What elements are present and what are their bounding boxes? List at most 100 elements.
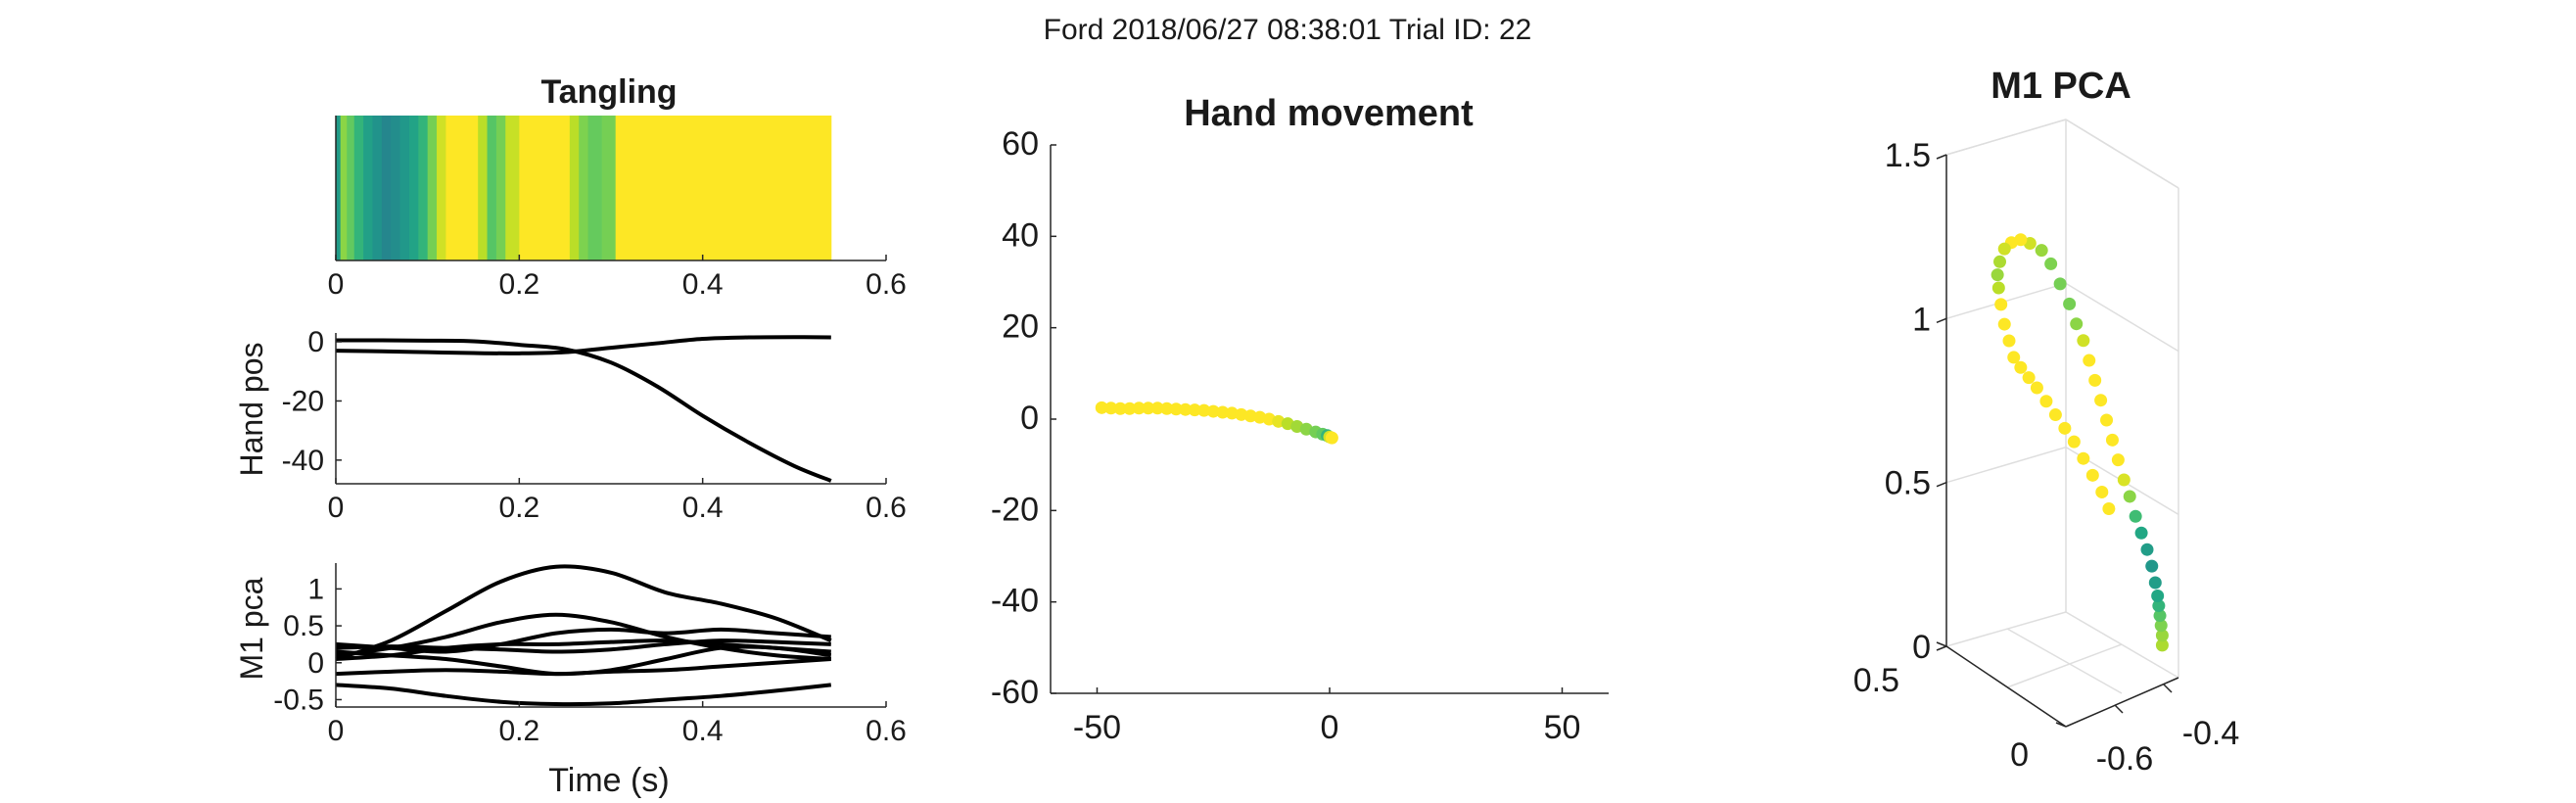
m1-pca-3d-point xyxy=(2105,433,2119,447)
tangling-band xyxy=(487,116,497,260)
hand-movement-point xyxy=(1179,402,1193,416)
m1-pca-3d-point xyxy=(2085,468,2099,482)
y-tick-label: -20 xyxy=(991,491,1039,528)
hand-movement-point xyxy=(1160,402,1174,415)
hand-movement-point xyxy=(1104,402,1118,415)
series-line xyxy=(335,338,832,483)
box-floor-line xyxy=(2006,643,2123,688)
box-floor-line xyxy=(2065,611,2179,679)
hand-movement-panel: Hand movement -50 0 50 60 40 20 0 -20 -40 -60 xyxy=(991,93,1609,746)
m1-pca-3d-point xyxy=(2134,526,2148,540)
hand-pos-panel: Hand pos 0 0.2 0.4 0.6 0 -20 -40 xyxy=(234,326,907,524)
hand-movement-point xyxy=(1123,402,1137,415)
y-tick-label: 0 xyxy=(1020,400,1039,437)
hand-movement-point xyxy=(1197,403,1211,417)
hand-movement-point xyxy=(1169,402,1183,416)
box-grid-line xyxy=(1945,446,2067,484)
hand-movement-points xyxy=(1095,401,1338,445)
m1-pca-3d-point xyxy=(2095,485,2109,498)
x-tick-label: 0.4 xyxy=(682,492,724,524)
m1-pca-3d-point xyxy=(2058,421,2072,435)
series-line xyxy=(335,564,832,661)
box-grid-line xyxy=(1945,118,2067,156)
z-tick-label: 0 xyxy=(1912,629,1931,666)
x-tick-label: 0.4 xyxy=(682,715,724,747)
m1-pca-3d-point xyxy=(2048,408,2062,422)
m1-pca-3d-point xyxy=(2145,559,2159,573)
m1-pca-3d-point xyxy=(2155,629,2169,642)
hand-movement-point xyxy=(1142,402,1155,415)
y-tick-label: -60 xyxy=(991,674,1039,711)
m1-pca-3d-point xyxy=(1991,281,2005,295)
x-tick-label: 50 xyxy=(1544,709,1581,746)
tangling-band xyxy=(363,116,373,260)
m1-pca-3d-point xyxy=(2151,589,2165,602)
m1-pca-ylabel: M1 pca xyxy=(234,577,269,680)
hand-movement-title: Hand movement xyxy=(1184,93,1474,134)
x-tick-label: -50 xyxy=(1073,709,1121,746)
tangling-band xyxy=(601,116,617,260)
hand-pos-ylabel: Hand pos xyxy=(234,343,269,477)
hand-movement-point xyxy=(1216,405,1230,419)
x-tick-label: 0 xyxy=(1321,709,1339,746)
x-tick-label: 0.6 xyxy=(866,492,907,524)
z-tick xyxy=(1936,154,1947,160)
x-tick-label: 0 xyxy=(328,715,345,747)
m1-pca-3d-box: 1.5 1 0.5 0 0.5 0 -0.6 -0.4 xyxy=(1853,118,2240,778)
m1-pca-3d-point xyxy=(2070,317,2084,331)
m1-pca-3d-point xyxy=(1997,242,2011,256)
x-axis-line xyxy=(2065,677,2179,728)
y-tick-label: -40 xyxy=(991,583,1039,620)
m1-pca-3d-point xyxy=(2002,334,2016,348)
m1-pca-3d-point xyxy=(2053,277,2067,291)
box-grid-line xyxy=(2065,118,2179,189)
tangling-band xyxy=(391,116,401,260)
m1-pca-3d-point xyxy=(2155,638,2169,652)
tangling-band xyxy=(347,116,355,260)
m1-pca-3d-point xyxy=(2083,354,2096,367)
y-tick-label: 60 xyxy=(1002,125,1039,163)
tangling-band xyxy=(381,116,392,260)
z-tick-label: 1 xyxy=(1912,301,1931,338)
series-line xyxy=(335,657,831,677)
hand-movement-point xyxy=(1325,431,1338,445)
x-tick xyxy=(2163,684,2173,693)
tangling-band xyxy=(478,116,489,260)
m1-pca-3d-point xyxy=(2148,576,2162,590)
x-tick-label: 0.2 xyxy=(498,268,539,301)
tangling-band xyxy=(399,116,410,260)
m1-pca-3d-point xyxy=(2094,394,2108,407)
m1-pca-3d-point xyxy=(2153,609,2167,623)
box-floor-line xyxy=(1945,611,2067,647)
z-tick xyxy=(1936,317,1947,324)
m1-pca-time-lines xyxy=(335,564,832,707)
m1-pca-3d-point xyxy=(1993,255,2007,268)
x-tick-label: -0.4 xyxy=(2182,715,2240,752)
y-axis-line xyxy=(1945,645,2067,728)
m1-pca-3d-point xyxy=(2044,257,2058,270)
tangling-axes: 0 0.2 0.4 0.6 xyxy=(328,116,907,301)
m1-pca-3d-points xyxy=(1991,233,2169,652)
m1-pca-3d-point xyxy=(2102,501,2116,515)
m1-pca-3d-point xyxy=(1997,317,2011,331)
y-tick-label: -20 xyxy=(282,385,324,417)
x-tick-label: 0.4 xyxy=(682,268,724,301)
z-tick xyxy=(1936,645,1947,651)
y-tick-label: 0 xyxy=(307,647,324,680)
series-line xyxy=(335,638,831,654)
tangling-band xyxy=(418,116,429,260)
x-tick-label: 0 xyxy=(328,268,345,301)
tangling-band xyxy=(408,116,419,260)
x-tick-label: 0.2 xyxy=(498,715,539,747)
box-floor-line xyxy=(2006,628,2123,694)
tangling-band xyxy=(495,116,506,260)
tangling-band xyxy=(615,116,832,260)
x-tick-label: 0 xyxy=(328,492,345,524)
hand-movement-point xyxy=(1188,403,1201,417)
tangling-band xyxy=(579,116,589,260)
hand-movement-point xyxy=(1095,401,1108,414)
series-line xyxy=(335,335,831,355)
m1-pca-time-axes: 0 0.2 0.4 0.610.50-0.5 xyxy=(273,563,907,747)
y-tick-label: 1 xyxy=(307,573,324,605)
series-line xyxy=(335,683,832,707)
